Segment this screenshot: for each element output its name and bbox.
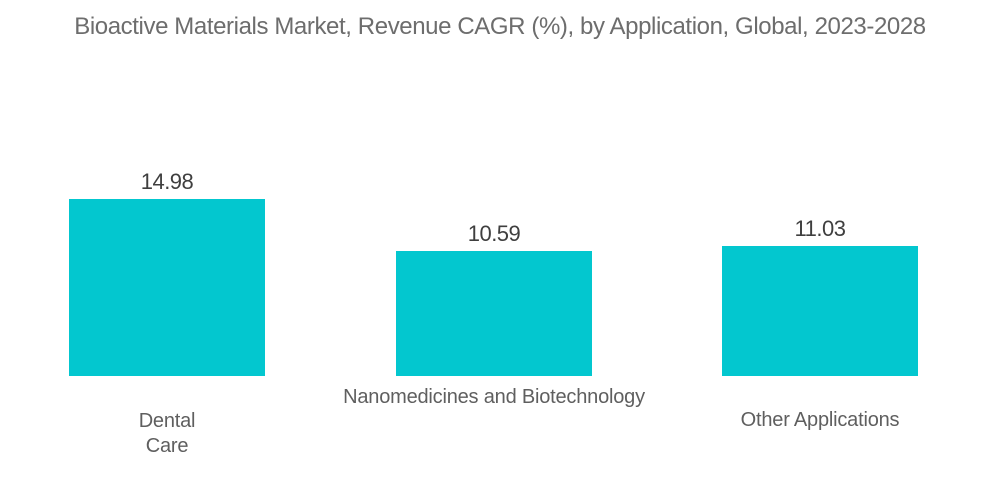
bar-nanomedicines-and-biotechnology[interactable] bbox=[396, 251, 592, 376]
x-axis-label-dental-care: Dental Care bbox=[138, 410, 196, 457]
value-label-other-applications: 11.03 bbox=[794, 216, 846, 241]
value-label-nanomedicines-and-biotechnology: 10.59 bbox=[467, 221, 521, 246]
value-label-dental-care: 14.98 bbox=[140, 169, 194, 194]
chart-title: Bioactive Materials Market, Revenue CAGR… bbox=[74, 13, 926, 40]
bar-group-dental-care: 14.98 bbox=[69, 171, 265, 376]
x-axis-label-other-applications: Other Applications bbox=[740, 409, 900, 431]
bar-dental-care[interactable] bbox=[69, 199, 265, 376]
bar-other-applications[interactable] bbox=[722, 246, 918, 376]
x-axis-label-nanomedicines-and-biotechnology: Nanomedicines and Biotechnology bbox=[343, 386, 645, 408]
bar-group-other-applications: 11.03 bbox=[722, 218, 918, 376]
bar-group-nanomedicines-and-biotechnology: 10.59 bbox=[396, 223, 592, 376]
